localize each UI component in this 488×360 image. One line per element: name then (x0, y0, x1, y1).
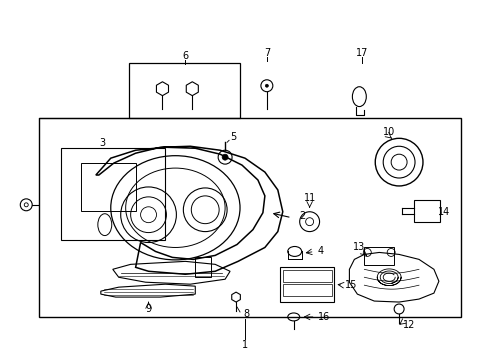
Bar (364, 247, 393, 265)
Text: 5: 5 (229, 132, 236, 142)
Circle shape (222, 154, 227, 160)
Bar (282, 284, 331, 296)
Bar (279, 267, 334, 302)
Text: 17: 17 (355, 48, 368, 58)
Text: 6: 6 (182, 51, 188, 61)
Circle shape (265, 84, 268, 87)
Text: 8: 8 (243, 309, 248, 319)
Bar (39, 118, 460, 317)
Text: 15: 15 (345, 280, 357, 290)
Text: 16: 16 (317, 312, 329, 322)
Bar (81, 163, 135, 211)
Text: 4: 4 (317, 247, 323, 256)
Text: 3: 3 (100, 138, 106, 148)
Text: 1: 1 (242, 340, 247, 350)
Text: 11: 11 (303, 193, 315, 203)
Bar (282, 270, 331, 282)
Text: 9: 9 (145, 304, 151, 314)
Text: 14: 14 (437, 207, 449, 217)
Text: 2: 2 (299, 211, 305, 221)
Bar (128, 63, 240, 118)
Bar (413, 200, 439, 222)
Bar (61, 148, 165, 239)
Text: 12: 12 (402, 320, 414, 330)
Text: 10: 10 (382, 127, 394, 138)
Text: 13: 13 (352, 243, 365, 252)
Bar (195, 257, 211, 277)
Text: 7: 7 (263, 48, 269, 58)
